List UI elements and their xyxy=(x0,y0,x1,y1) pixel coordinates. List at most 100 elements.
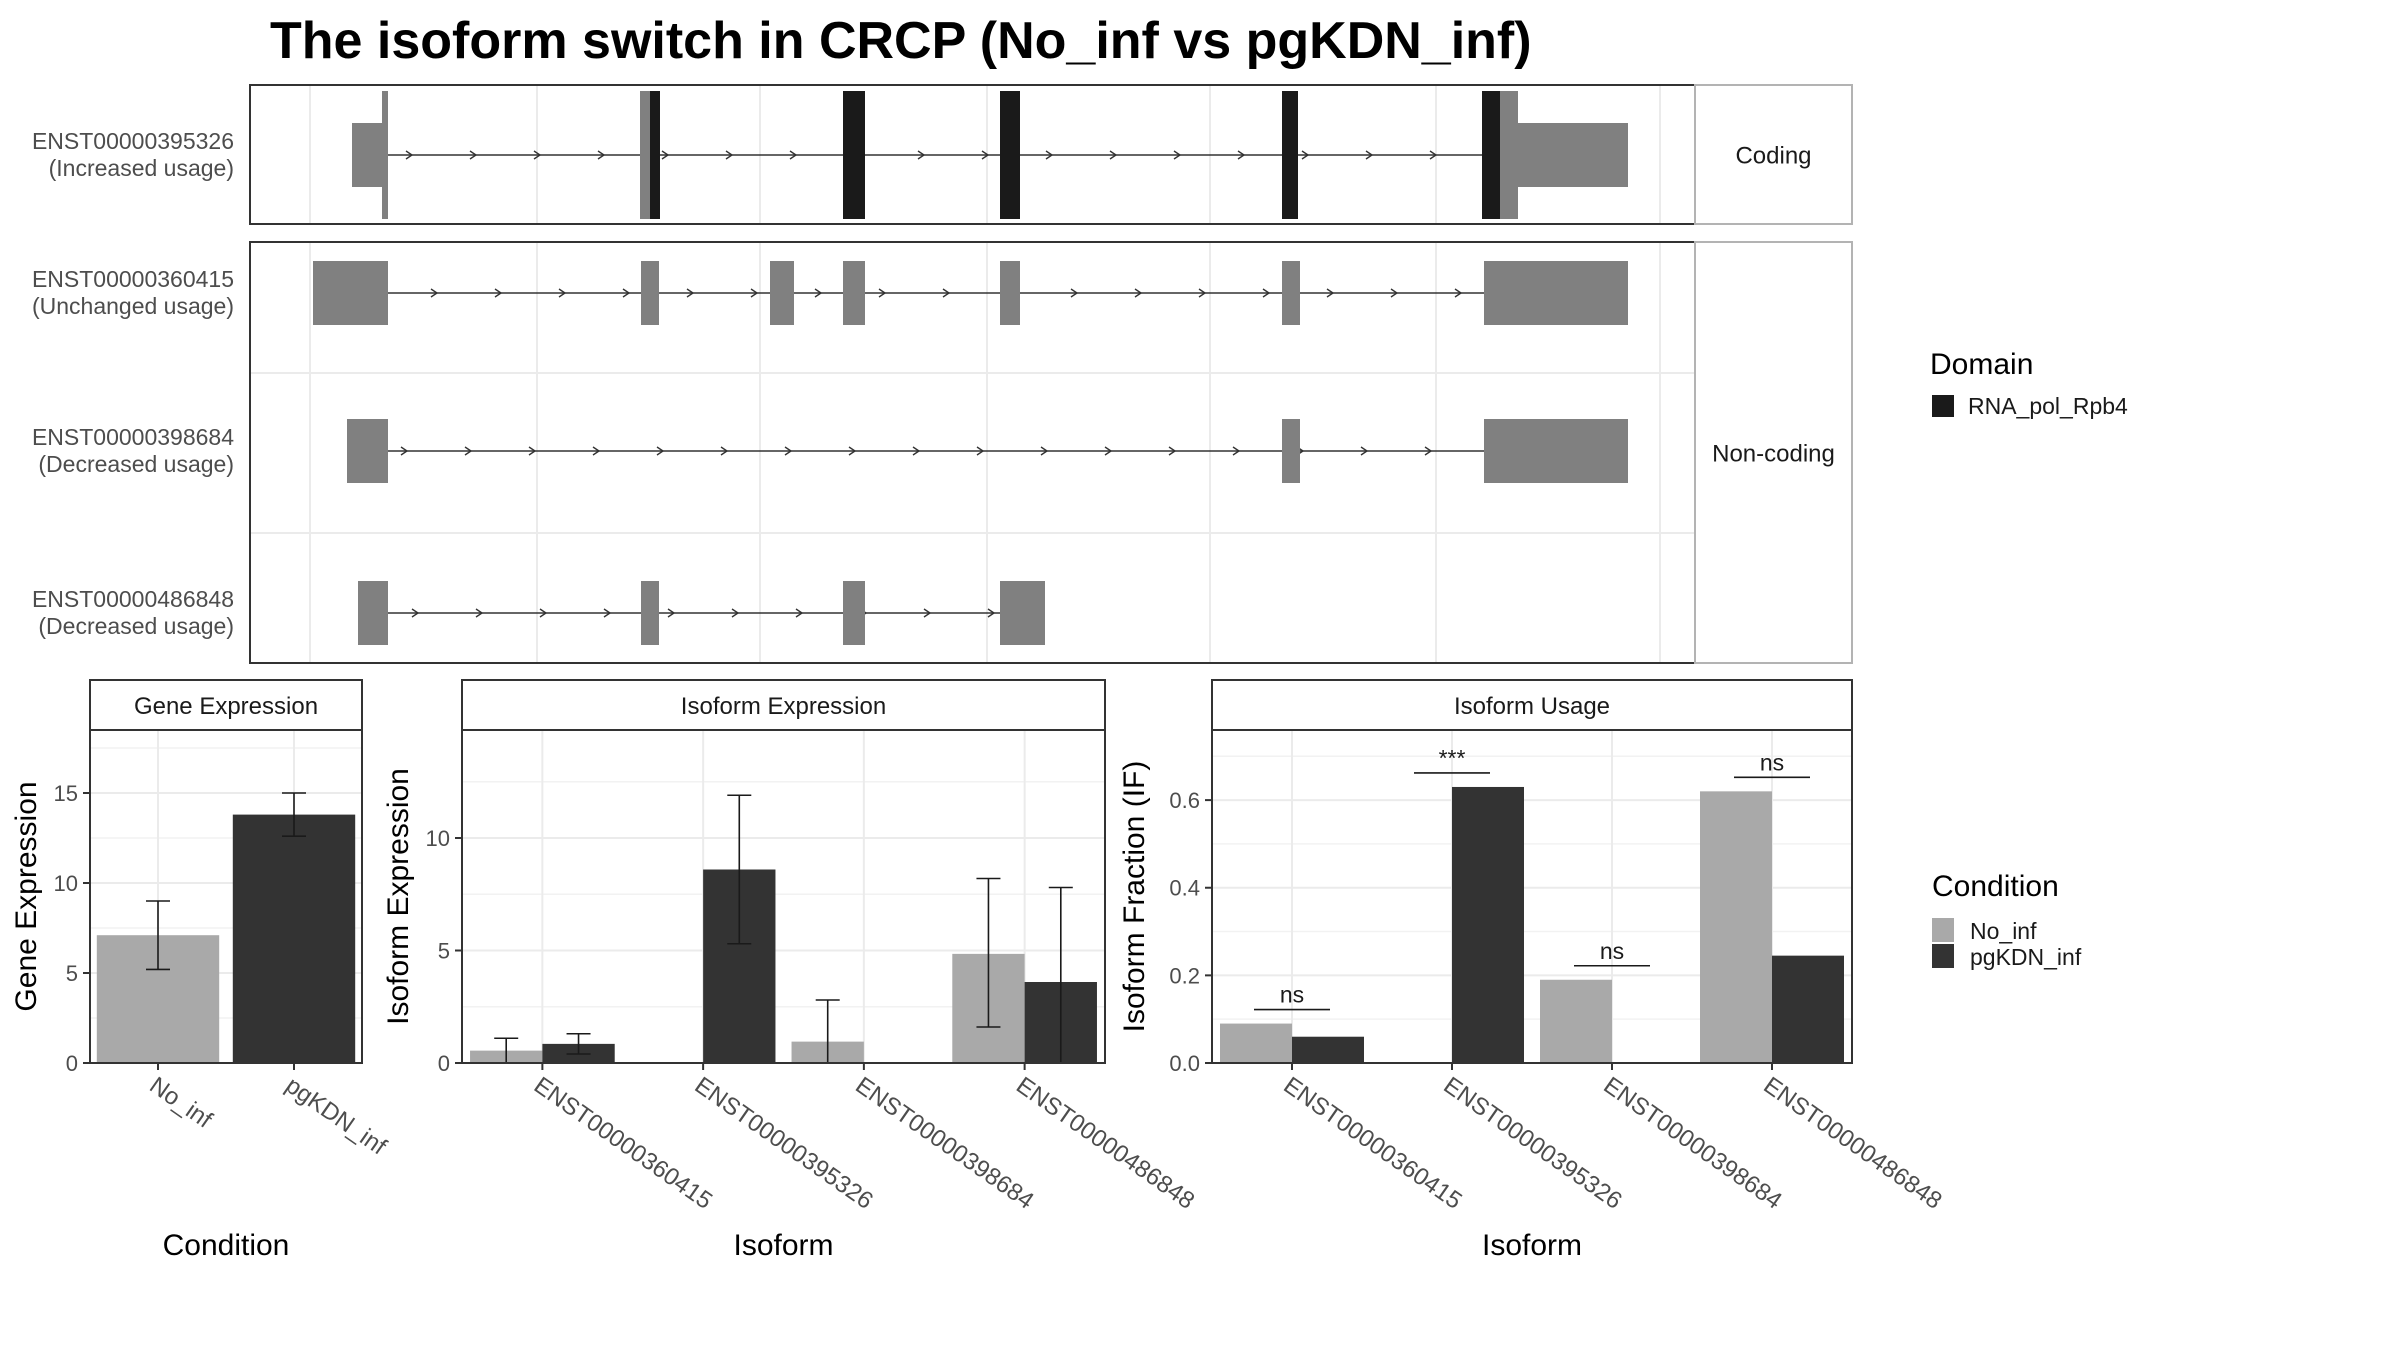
strand-arrow-icon xyxy=(603,608,612,618)
exon xyxy=(347,419,388,483)
utr-5 xyxy=(352,123,382,187)
x-axis-title: Isoform xyxy=(1482,1229,1582,1262)
strand-arrow-icon xyxy=(539,608,548,618)
strand-arrow-icon xyxy=(784,446,793,456)
panel-strip xyxy=(461,679,1106,731)
cds-start xyxy=(382,91,388,219)
bar-3-4-2 xyxy=(1772,955,1844,1063)
x-tick-label: pgKDN_inf xyxy=(281,1072,392,1161)
strand-arrow-icon xyxy=(597,150,606,160)
isoform-label-usage: (Unchanged usage) xyxy=(32,293,234,319)
bar-1-2-1 xyxy=(232,814,356,1063)
y-tick-label: 5 xyxy=(66,961,78,986)
legend-domain-label: RNA_pol_Rpb4 xyxy=(1968,393,2128,419)
bar-3-1-2 xyxy=(1292,1036,1364,1063)
y-tick-label: 0.2 xyxy=(1169,963,1200,988)
strand-arrow-icon xyxy=(528,446,537,456)
x-tick-label: ENST00000360415 xyxy=(529,1072,717,1215)
strand-arrow-icon xyxy=(1198,288,1207,298)
isoform-label-id: ENST00000395326 xyxy=(32,128,234,154)
exon xyxy=(1282,419,1300,483)
panel-strip xyxy=(1211,679,1853,731)
strand-arrow-icon xyxy=(1301,150,1310,160)
bar-3-2-2 xyxy=(1452,786,1524,1063)
legend-domain-key xyxy=(1932,395,1954,417)
strand-arrow-icon xyxy=(1040,446,1049,456)
strand-arrow-icon xyxy=(558,288,567,298)
y-tick-label: 0 xyxy=(66,1051,78,1076)
bar-3-3-1 xyxy=(1540,979,1612,1063)
noncoding-facet-strip xyxy=(1694,241,1853,664)
x-tick-label: ENST00000398684 xyxy=(850,1072,1038,1215)
domain-exon xyxy=(648,91,660,219)
strand-arrow-icon xyxy=(1173,150,1182,160)
exon xyxy=(641,581,659,645)
y-tick-label: 0.6 xyxy=(1169,788,1200,813)
legend-condition-label-no-inf: No_inf xyxy=(1970,918,2037,944)
isoform-label-usage: (Increased usage) xyxy=(49,155,234,181)
exon xyxy=(843,261,865,325)
strand-arrow-icon xyxy=(661,150,670,160)
noncoding-facet-label: Non-coding xyxy=(1712,441,1835,468)
strand-arrow-icon xyxy=(592,446,601,456)
significance-label: ns xyxy=(1600,938,1624,964)
x-tick-label: ENST00000395326 xyxy=(690,1072,878,1215)
strand-arrow-icon xyxy=(981,150,990,160)
x-tick-label: No_inf xyxy=(145,1072,218,1134)
transcript-track-1 xyxy=(352,91,1628,219)
strand-arrow-icon xyxy=(878,288,887,298)
legend-domain-title: Domain xyxy=(1930,348,2033,381)
significance-label: ns xyxy=(1280,982,1304,1008)
strand-arrow-icon xyxy=(686,288,695,298)
strand-arrow-icon xyxy=(475,608,484,618)
panel-1: Gene Expression 0 5 10 15 No_inf pgKDN_inf Cond… xyxy=(10,679,392,1262)
exon xyxy=(1282,261,1300,325)
legend-condition-label-pgkdn: pgKDN_inf xyxy=(1970,944,2082,970)
strand-arrow-icon xyxy=(1237,150,1246,160)
exon xyxy=(358,581,388,645)
isoform-label-usage: (Decreased usage) xyxy=(38,451,234,477)
strand-arrow-icon xyxy=(789,150,798,160)
legend-condition-key-no-inf xyxy=(1932,918,1954,942)
panel-strip xyxy=(89,679,363,731)
strand-arrow-icon xyxy=(795,608,804,618)
y-tick-label: 0 xyxy=(438,1051,450,1076)
strand-arrow-icon xyxy=(923,608,932,618)
y-tick-label: 10 xyxy=(54,871,78,896)
exon xyxy=(1000,261,1020,325)
strand-arrow-icon xyxy=(1365,150,1374,160)
cds-part xyxy=(640,91,650,219)
strand-arrow-icon xyxy=(469,150,478,160)
strand-arrow-icon xyxy=(1429,150,1438,160)
strand-arrow-icon xyxy=(667,608,676,618)
coding-facet-strip xyxy=(1694,84,1853,225)
cds-end xyxy=(1500,91,1518,219)
panel-title: Isoform Usage xyxy=(1454,693,1610,720)
exon xyxy=(641,261,659,325)
y-axis-title: Isoform Expression xyxy=(382,768,415,1025)
strand-arrow-icon xyxy=(405,150,414,160)
legends: Domain RNA_pol_Rpb4 Condition No_infpgKDN_i… xyxy=(1930,348,2128,970)
domain-exon xyxy=(1000,91,1020,219)
strand-arrow-icon xyxy=(912,446,921,456)
legend-condition-key-pgkdn xyxy=(1932,944,1954,968)
panel-title: Isoform Expression xyxy=(681,693,886,720)
strand-arrow-icon xyxy=(533,150,542,160)
strand-arrow-icon xyxy=(622,288,631,298)
isoform-label-id: ENST00000398684 xyxy=(32,424,234,450)
strand-arrow-icon xyxy=(1262,288,1271,298)
strand-arrow-icon xyxy=(1390,288,1399,298)
bar-3-4-1 xyxy=(1700,791,1772,1063)
strand-arrow-icon xyxy=(942,288,951,298)
isoform-label-id: ENST00000486848 xyxy=(32,586,234,612)
legend-condition-title: Condition xyxy=(1932,870,2059,903)
noncoding-plot-area xyxy=(250,242,1695,663)
y-axis-title: Isoform Fraction (IF) xyxy=(1118,761,1151,1033)
expression-panels: Gene Expression 0 5 10 15 No_inf pgKDN_inf Cond… xyxy=(10,679,1947,1262)
x-tick-label: ENST00000486848 xyxy=(1011,1072,1199,1215)
strand-arrow-icon xyxy=(720,446,729,456)
domain-exon xyxy=(843,91,865,219)
transcript-track-3 xyxy=(347,419,1628,483)
utr-3 xyxy=(1518,123,1628,187)
